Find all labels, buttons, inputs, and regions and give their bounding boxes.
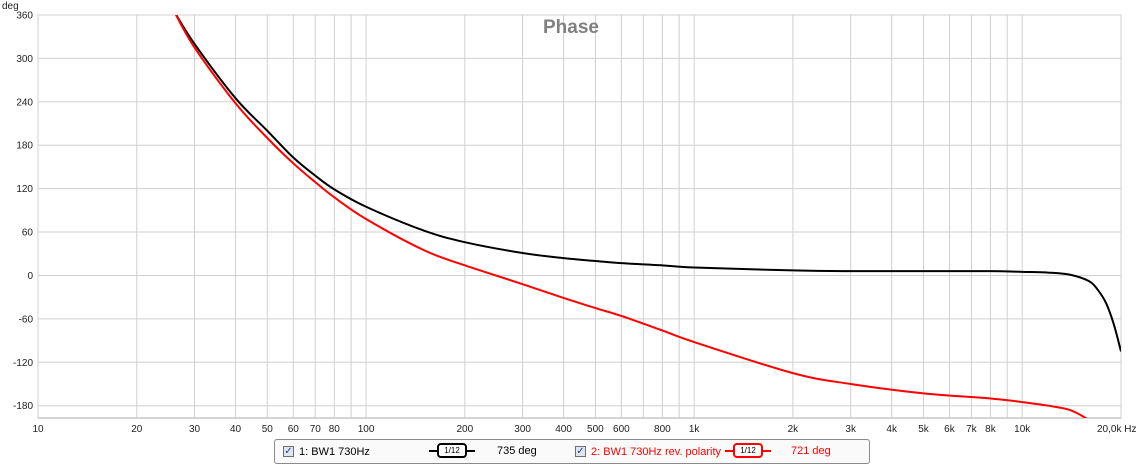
grid <box>37 14 1122 418</box>
y-tick-label: 120 <box>16 184 33 195</box>
y-axis-label: deg <box>2 1 19 12</box>
legend-item-2[interactable]: ✓ 2: BW1 730Hz rev. polarity <box>575 444 721 459</box>
y-tick-label: 360 <box>16 11 33 22</box>
y-tick-label: -180 <box>13 401 33 412</box>
x-tick-label: 2k <box>788 424 800 435</box>
x-tick-label: 20,0k Hz <box>1097 424 1136 435</box>
x-tick-label: 7k <box>966 424 978 435</box>
legend-item-1[interactable]: ✓ 1: BW1 730Hz <box>283 444 370 459</box>
x-tick-label: 20 <box>131 424 143 435</box>
series-1-smoothing-badge[interactable]: 1/12 <box>437 443 467 458</box>
series-2-line-swatch-right <box>763 450 771 452</box>
x-tick-label: 500 <box>587 424 604 435</box>
x-tick-label: 600 <box>613 424 630 435</box>
series-1-checkbox[interactable]: ✓ <box>283 446 294 457</box>
x-tick-label: 70 <box>310 424 322 435</box>
x-tick-label: 10k <box>1014 424 1031 435</box>
chart-title: Phase <box>543 17 599 38</box>
y-tick-label: 300 <box>16 54 33 65</box>
y-axis: 360 300 240 180 120 60 0 -60 -120 -180 <box>13 11 33 413</box>
x-tick-label: 6k <box>944 424 956 435</box>
x-tick-label: 200 <box>456 424 473 435</box>
x-tick-label: 80 <box>329 424 341 435</box>
x-tick-label: 5k <box>918 424 930 435</box>
x-tick-label: 100 <box>358 424 375 435</box>
x-tick-label: 3k <box>845 424 857 435</box>
y-tick-label: 180 <box>16 141 33 152</box>
x-tick-label: 1k <box>689 424 701 435</box>
x-tick-label: 4k <box>886 424 898 435</box>
series-2-readout: 721 deg <box>791 445 831 457</box>
series-2-line <box>174 15 1088 418</box>
series-layer <box>174 15 1121 418</box>
x-axis: 10 20 30 40 50 60 70 80 100 200 300 400 500 600 800 1k 2… <box>32 424 1136 435</box>
series-1-readout: 735 deg <box>497 445 537 457</box>
series-2-label: 2: BW1 730Hz rev. polarity <box>591 445 722 458</box>
plot-area <box>37 14 1122 419</box>
y-tick-label: 60 <box>22 228 34 239</box>
y-tick-label: 0 <box>27 271 33 282</box>
x-tick-label: 400 <box>555 424 572 435</box>
x-tick-label: 8k <box>985 424 997 435</box>
x-tick-label: 60 <box>288 424 300 435</box>
series-2-checkbox[interactable]: ✓ <box>575 446 586 457</box>
x-tick-label: 50 <box>262 424 274 435</box>
series-1-line-swatch-right <box>467 450 475 452</box>
x-tick-label: 10 <box>32 424 44 435</box>
x-tick-label: 300 <box>514 424 531 435</box>
series-1-label: 1: BW1 730Hz <box>299 445 370 458</box>
x-tick-label: 800 <box>654 424 671 435</box>
series-1-line <box>175 15 1121 352</box>
y-tick-label: -120 <box>13 358 33 369</box>
series-2-smoothing-badge[interactable]: 1/12 <box>733 443 763 458</box>
x-tick-label: 30 <box>189 424 201 435</box>
series-2-line-swatch <box>725 450 733 452</box>
y-tick-label: -60 <box>19 314 34 325</box>
series-1-line-swatch <box>429 450 437 452</box>
legend: ✓ 1: BW1 730Hz 1/12 735 deg ✓ 2: BW1 730… <box>274 439 870 464</box>
x-tick-label: 40 <box>230 424 242 435</box>
y-tick-label: 240 <box>16 97 33 108</box>
